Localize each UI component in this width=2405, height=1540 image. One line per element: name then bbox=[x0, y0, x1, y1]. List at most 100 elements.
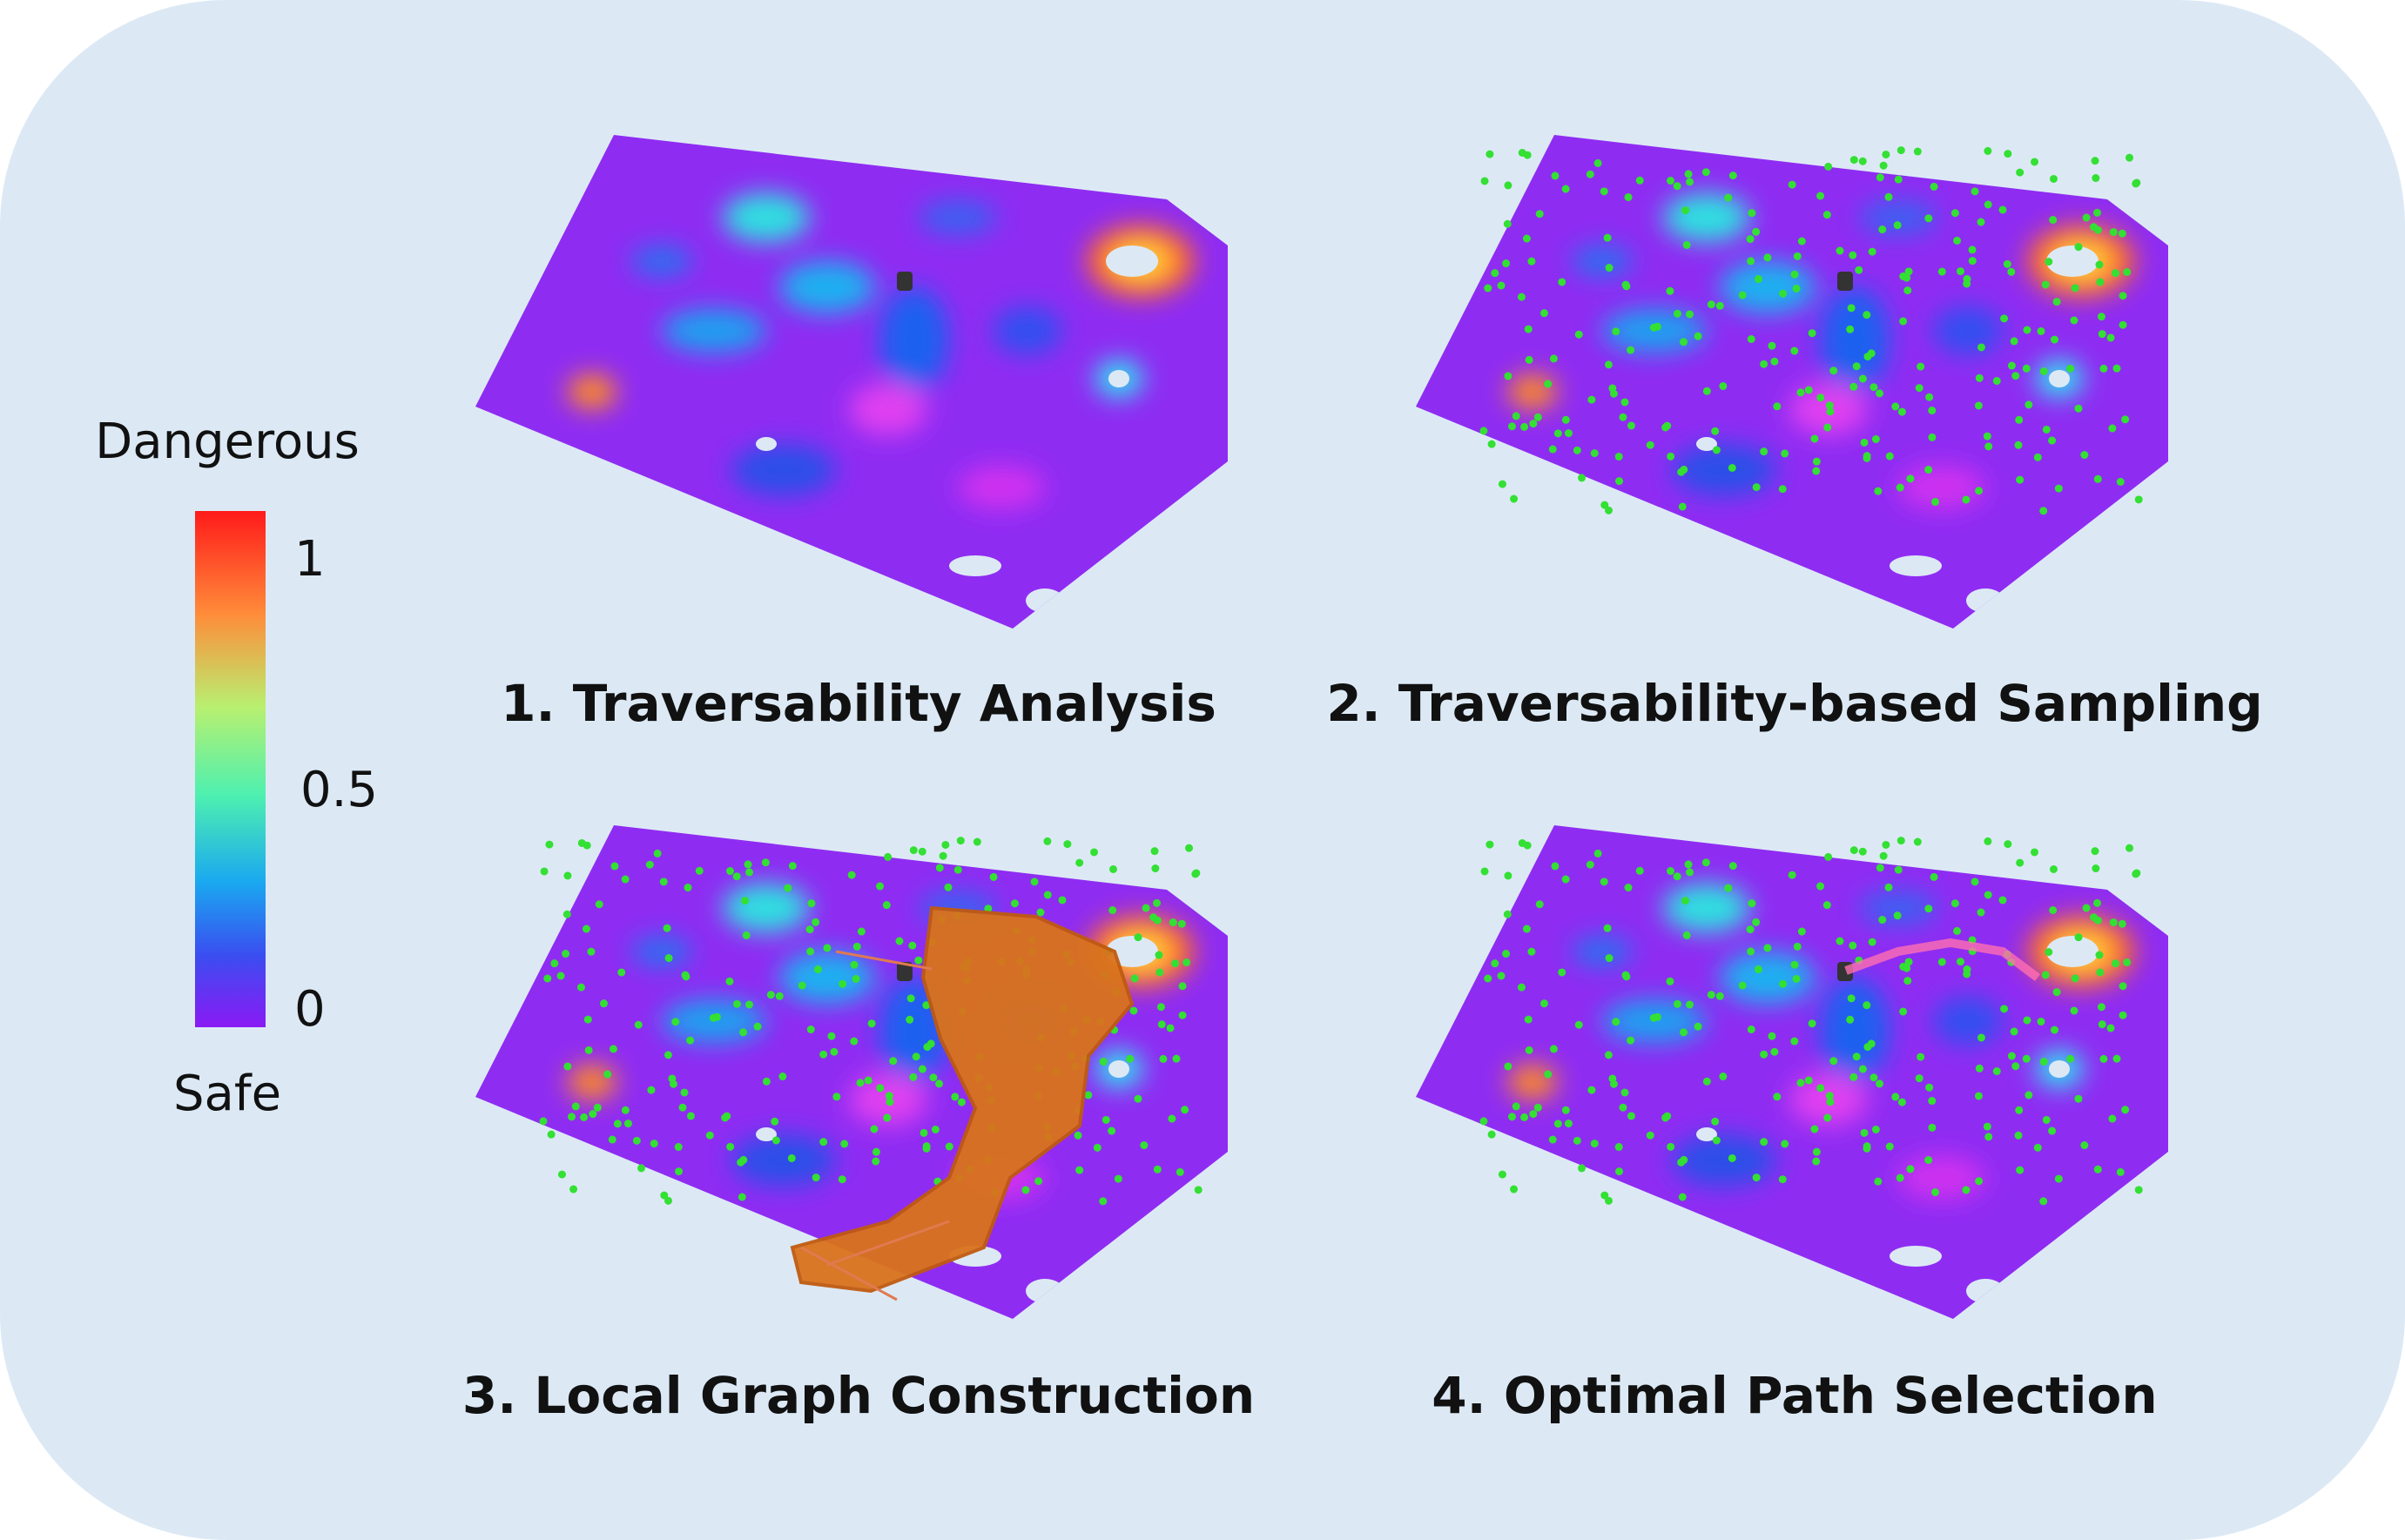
sample-point bbox=[2106, 333, 2115, 342]
sample-point bbox=[2051, 1026, 2059, 1034]
terrain-feature bbox=[1672, 444, 1776, 496]
sample-point bbox=[2108, 1114, 2117, 1123]
sample-point bbox=[1624, 884, 1633, 892]
sample-point bbox=[1153, 898, 1162, 907]
sample-point bbox=[2031, 158, 2039, 166]
sample-point bbox=[1915, 1074, 1923, 1083]
sample-point bbox=[935, 1079, 944, 1088]
sample-point bbox=[2014, 1131, 2023, 1140]
terrain-feature bbox=[631, 245, 692, 277]
sample-point bbox=[1984, 146, 1992, 155]
sample-point bbox=[1849, 846, 1858, 855]
sample-point bbox=[2093, 1165, 2102, 1173]
sample-point bbox=[2066, 364, 2075, 373]
sample-point bbox=[944, 883, 953, 891]
sample-point bbox=[2049, 216, 2058, 225]
sample-point bbox=[1747, 1026, 1755, 1034]
sample-point bbox=[787, 1153, 796, 1162]
sample-point bbox=[2033, 453, 2042, 461]
sample-point bbox=[889, 1057, 898, 1066]
sample-point bbox=[1836, 937, 1844, 945]
sample-point bbox=[664, 1196, 672, 1205]
colorbar-bottom-label: Safe bbox=[173, 1066, 281, 1122]
sample-point bbox=[621, 875, 630, 884]
sample-point bbox=[1977, 218, 1985, 226]
sample-point bbox=[547, 1130, 556, 1139]
sample-point bbox=[2093, 474, 2102, 483]
sample-point bbox=[1684, 170, 1693, 178]
sample-point bbox=[1891, 1093, 1900, 1101]
sample-point bbox=[2074, 1094, 2083, 1103]
sample-point bbox=[1778, 485, 1787, 494]
sample-point bbox=[989, 872, 998, 881]
sample-point bbox=[1858, 1065, 1867, 1073]
sample-point bbox=[864, 1076, 872, 1085]
sample-point bbox=[1849, 251, 1857, 259]
sample-point bbox=[1666, 867, 1674, 876]
sample-point bbox=[1573, 1136, 1581, 1145]
sample-point bbox=[2109, 918, 2118, 927]
sample-point bbox=[956, 837, 965, 845]
sample-point bbox=[1518, 838, 1526, 847]
sample-point bbox=[2016, 475, 2024, 484]
sample-point bbox=[1604, 506, 1613, 514]
sample-point bbox=[2010, 1027, 2018, 1036]
sample-point bbox=[1884, 192, 1893, 201]
sample-point bbox=[732, 872, 741, 881]
sample-point bbox=[1587, 1086, 1596, 1094]
sample-point bbox=[2096, 278, 2105, 286]
sample-point bbox=[1763, 944, 1772, 952]
sample-point bbox=[2132, 870, 2140, 878]
sample-point bbox=[1984, 837, 1992, 845]
sample-point bbox=[1975, 487, 1984, 495]
sample-point bbox=[1896, 837, 1905, 845]
sample-point bbox=[1166, 1024, 1175, 1032]
sample-point bbox=[2039, 1197, 2048, 1206]
sample-point bbox=[1992, 377, 2001, 386]
sample-point bbox=[2090, 913, 2098, 922]
sample-point bbox=[637, 1164, 645, 1173]
sample-point bbox=[621, 1106, 630, 1114]
sample-point bbox=[550, 959, 559, 968]
sample-point bbox=[1075, 1166, 1084, 1174]
sample-point bbox=[563, 871, 572, 880]
sample-point bbox=[2048, 436, 2057, 445]
sample-point bbox=[1871, 434, 1880, 443]
sample-point bbox=[1612, 327, 1620, 336]
sample-point bbox=[1507, 1113, 1516, 1121]
sample-point bbox=[2093, 898, 2102, 907]
sample-point bbox=[2045, 258, 2053, 266]
sample-point bbox=[1142, 904, 1150, 912]
sample-point bbox=[1829, 1057, 1838, 1066]
sample-point bbox=[1822, 211, 1831, 219]
sample-point bbox=[1773, 1093, 1782, 1101]
sample-point bbox=[753, 1022, 762, 1031]
sample-point bbox=[872, 1147, 880, 1156]
sample-point bbox=[1928, 433, 1937, 441]
sample-point bbox=[1155, 968, 1164, 977]
sample-point bbox=[1812, 1147, 1821, 1156]
terrain-feature bbox=[1820, 287, 1890, 392]
sample-point bbox=[1487, 440, 1496, 448]
sample-point bbox=[1826, 407, 1835, 416]
sample-point bbox=[1924, 466, 1933, 474]
sample-point bbox=[1126, 1054, 1135, 1063]
sample-point bbox=[847, 871, 856, 879]
sample-point bbox=[1525, 355, 1533, 364]
sample-point bbox=[2039, 1058, 2048, 1066]
sample-point bbox=[664, 1051, 672, 1059]
sample-point bbox=[813, 965, 822, 974]
sample-point bbox=[1680, 1155, 1688, 1164]
sample-point bbox=[1760, 360, 1768, 368]
sample-point bbox=[798, 981, 806, 990]
sample-point bbox=[1992, 1067, 2001, 1076]
sample-point bbox=[1551, 171, 1560, 180]
sample-point bbox=[1715, 301, 1724, 310]
terrain-hole bbox=[2049, 370, 2070, 387]
sample-point bbox=[2118, 229, 2126, 238]
sample-point bbox=[1852, 362, 1861, 371]
sample-point bbox=[1673, 309, 1681, 318]
sample-point bbox=[632, 1136, 641, 1145]
sample-point bbox=[1702, 387, 1711, 395]
sample-point bbox=[1561, 1106, 1570, 1114]
